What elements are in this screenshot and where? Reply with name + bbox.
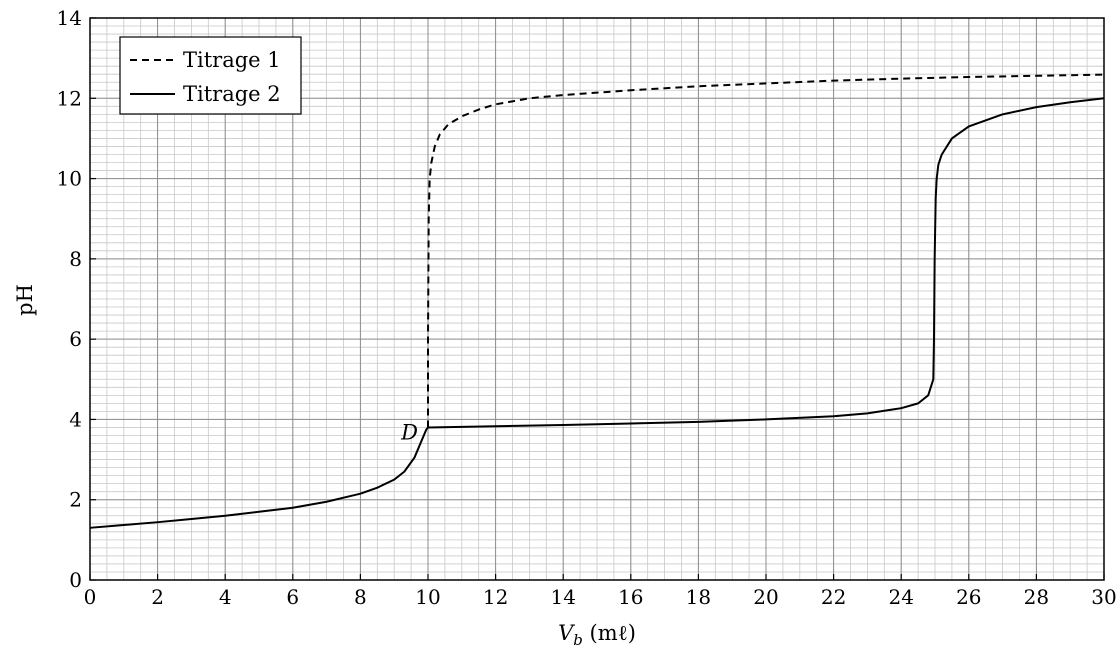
x-tick-label: 18 — [686, 585, 711, 609]
annotation-layer: D — [400, 420, 418, 444]
y-axis-label: pH — [13, 284, 37, 316]
y-tick-label: 6 — [69, 327, 82, 351]
y-tick-label: 4 — [69, 407, 82, 431]
x-tick-label: 20 — [753, 585, 778, 609]
series-line-titrage-1 — [427, 73, 1105, 428]
x-tick-label: 4 — [219, 585, 232, 609]
x-tick-label: 12 — [483, 585, 508, 609]
x-tick-label: 16 — [618, 585, 643, 609]
x-tick-label: 2 — [151, 585, 164, 609]
plot-frame — [89, 17, 1105, 581]
legend-box — [119, 36, 302, 115]
x-tick-label: 24 — [888, 585, 913, 609]
x-tick-label: 0 — [84, 585, 97, 609]
series-layer — [89, 73, 1105, 529]
legend: Titrage 1 Titrage 2 — [119, 36, 302, 115]
y-tick-label: 8 — [69, 247, 82, 271]
x-tick-label: 8 — [354, 585, 367, 609]
point-label-d: D — [400, 420, 418, 444]
y-tick-label: 14 — [57, 6, 82, 30]
y-tick-label: 12 — [57, 86, 82, 110]
x-tick-label: 28 — [1024, 585, 1049, 609]
series-line-titrage-2 — [89, 97, 1105, 529]
x-tick-label: 14 — [550, 585, 575, 609]
y-tick-label: 0 — [69, 568, 82, 592]
legend-label-titrage-2: Titrage 2 — [183, 82, 281, 106]
y-tick-label: 10 — [57, 167, 82, 191]
y-tick-label: 2 — [69, 488, 82, 512]
x-axis-label: Vb (mℓ) — [558, 621, 636, 649]
legend-label-titrage-1: Titrage 1 — [183, 48, 281, 72]
x-tick-label: 10 — [415, 585, 440, 609]
x-tick-label: 30 — [1091, 585, 1116, 609]
x-tick-label: 22 — [821, 585, 846, 609]
x-tick-label: 26 — [956, 585, 981, 609]
x-tick-label: 6 — [286, 585, 299, 609]
